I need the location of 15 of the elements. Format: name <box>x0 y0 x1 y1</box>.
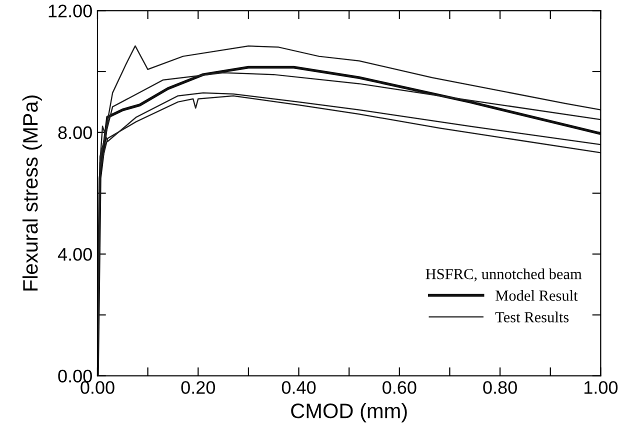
y-tick-label: 12.00 <box>48 4 92 18</box>
y-tick-label: 4.00 <box>58 248 92 261</box>
x-tick-label: 1.00 <box>584 381 618 394</box>
x-tick-label: 0.40 <box>282 381 316 394</box>
x-axis-title: CMOD (mm) <box>291 403 407 422</box>
x-tick-label: 0.60 <box>382 381 416 394</box>
y-tick-label: 8.00 <box>58 126 92 140</box>
legend-label: Model Result <box>496 290 578 301</box>
x-tick-label: 0.00 <box>80 381 114 394</box>
legend-title: HSFRC, unnotched beam <box>426 268 582 282</box>
x-tick-label: 0.20 <box>181 381 215 394</box>
x-tick-label: 0.80 <box>483 381 517 394</box>
y-axis-title: Flexural stress (MPa) <box>22 96 42 290</box>
y-tick-label: 0.00 <box>58 370 92 382</box>
legend-label: Test Results <box>495 312 569 322</box>
